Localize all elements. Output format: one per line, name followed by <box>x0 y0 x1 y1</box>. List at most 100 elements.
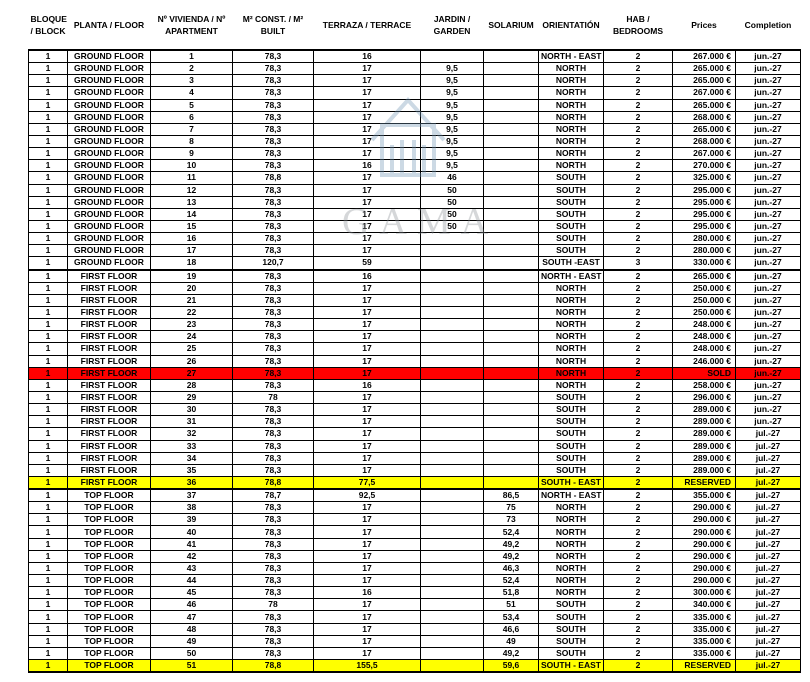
table-cell: 289.000 € <box>672 403 736 417</box>
table-cell: 246.000 € <box>672 354 736 368</box>
table-cell: TOP FLOOR <box>67 525 151 539</box>
table-cell: jul.-27 <box>735 561 801 576</box>
table-cell: 2 <box>603 159 673 173</box>
table-cell: FIRST FLOOR <box>67 415 151 429</box>
table-cell: 2 <box>603 195 673 209</box>
table-cell: 14 <box>150 207 233 221</box>
table-cell: 120,7 <box>232 256 314 271</box>
table-row: 1 FIRST FLOOR 24 78,3 17 NORTH 2 248.000 € jun.-… <box>28 330 801 344</box>
table-cell: GROUND FLOOR <box>67 183 151 197</box>
table-cell <box>420 574 484 588</box>
table-cell: NORTH - EAST <box>538 268 604 283</box>
table-cell <box>483 390 539 405</box>
table-cell: 17 <box>313 134 421 149</box>
table-cell: 1 <box>28 147 68 161</box>
table-cell: jun.-27 <box>735 171 801 185</box>
table-cell: SOUTH <box>538 207 604 221</box>
table-cell: jul.-27 <box>735 488 801 503</box>
table-cell: 1 <box>150 49 233 64</box>
table-cell: jun.-27 <box>735 74 801 88</box>
table-cell: 12 <box>150 183 233 197</box>
table-cell <box>420 366 484 380</box>
table-cell: jul.-27 <box>735 513 801 527</box>
table-cell: TOP FLOOR <box>67 574 151 588</box>
table-cell: 78,8 <box>232 475 314 490</box>
table-cell: 1 <box>28 183 68 197</box>
table-cell: FIRST FLOOR <box>67 390 151 405</box>
header-cell: BLOQUE / BLOCK <box>30 13 67 36</box>
table-cell: 78,3 <box>232 622 314 636</box>
table-cell: SOUTH <box>538 622 604 636</box>
table-cell: FIRST FLOOR <box>67 354 151 368</box>
table-cell: TOP FLOOR <box>67 622 151 636</box>
table-cell: 2 <box>603 98 673 112</box>
table-cell: 41 <box>150 537 233 551</box>
table-cell: GROUND FLOOR <box>67 256 151 271</box>
table-cell: 1 <box>28 122 68 136</box>
table-cell: 78,3 <box>232 86 314 100</box>
table-cell: jul.-27 <box>735 427 801 441</box>
table-cell: 17 <box>313 439 421 453</box>
table-cell: jul.-27 <box>735 586 801 600</box>
table-cell <box>483 159 539 173</box>
table-cell: 50 <box>150 646 233 661</box>
table-cell <box>483 439 539 453</box>
table-cell <box>483 366 539 380</box>
table-cell: 3 <box>150 74 233 88</box>
table-cell: 32 <box>150 427 233 441</box>
table-cell: 78,3 <box>232 646 314 661</box>
table-cell <box>483 256 539 271</box>
table-cell: SOUTH <box>538 634 604 648</box>
table-cell: 17 <box>313 122 421 136</box>
table-cell: jul.-27 <box>735 501 801 515</box>
table-cell: 1 <box>28 86 68 100</box>
table-cell: 17 <box>313 598 421 612</box>
table-cell: 52,4 <box>483 525 539 539</box>
table-row: 1 GROUND FLOOR 10 78,3 16 9,5 NORTH 2 270.000 € j… <box>28 159 801 173</box>
table-row: 1 GROUND FLOOR 1 78,3 16 NORTH - EAST 2 267.000… <box>28 49 801 64</box>
table-cell: jun.-27 <box>735 342 801 356</box>
table-cell: 78,3 <box>232 183 314 197</box>
table-cell: 289.000 € <box>672 427 736 441</box>
table-cell: 78,3 <box>232 318 314 332</box>
header-cell: SOLARIUM <box>488 19 534 30</box>
table-cell: 17 <box>313 171 421 185</box>
table-cell: 1 <box>28 74 68 88</box>
table-cell: jun.-27 <box>735 354 801 368</box>
table-cell: jul.-27 <box>735 598 801 612</box>
table-cell: NORTH <box>538 537 604 551</box>
table-cell: SOUTH <box>538 244 604 258</box>
table-cell: 17 <box>313 195 421 209</box>
table-cell: 17 <box>313 415 421 429</box>
table-cell <box>483 98 539 112</box>
table-cell: jun.-27 <box>735 134 801 149</box>
table-cell: 2 <box>603 110 673 124</box>
table-cell: 2 <box>603 439 673 453</box>
table-cell: 78,3 <box>232 610 314 624</box>
table-cell <box>420 634 484 648</box>
table-cell: 250.000 € <box>672 293 736 307</box>
table-cell <box>483 451 539 465</box>
table-cell: jul.-27 <box>735 451 801 465</box>
table-cell: 78,3 <box>232 451 314 465</box>
table-cell: GROUND FLOOR <box>67 122 151 136</box>
table-cell: jun.-27 <box>735 318 801 332</box>
table-row: 1 FIRST FLOOR 34 78,3 17 SOUTH 2 289.000 € jul.-… <box>28 451 801 465</box>
table-cell <box>483 475 539 490</box>
table-cell <box>420 561 484 576</box>
table-cell: 248.000 € <box>672 342 736 356</box>
table-row: 1 FIRST FLOOR 35 78,3 17 SOUTH 2 289.000 € jul.-… <box>28 463 801 477</box>
table-cell: jun.-27 <box>735 244 801 258</box>
table-cell: NORTH <box>538 147 604 161</box>
table-cell: 17 <box>313 232 421 246</box>
table-cell <box>420 232 484 246</box>
table-cell <box>483 147 539 161</box>
table-cell: 295.000 € <box>672 207 736 221</box>
table-cell: jul.-27 <box>735 646 801 661</box>
table-row: 1 GROUND FLOOR 16 78,3 17 SOUTH 2 280.000 € jun.… <box>28 232 801 246</box>
table-cell: FIRST FLOOR <box>67 330 151 344</box>
table-cell: SOUTH <box>538 598 604 612</box>
table-cell: 1 <box>28 574 68 588</box>
table-cell: RESERVED <box>672 475 736 490</box>
